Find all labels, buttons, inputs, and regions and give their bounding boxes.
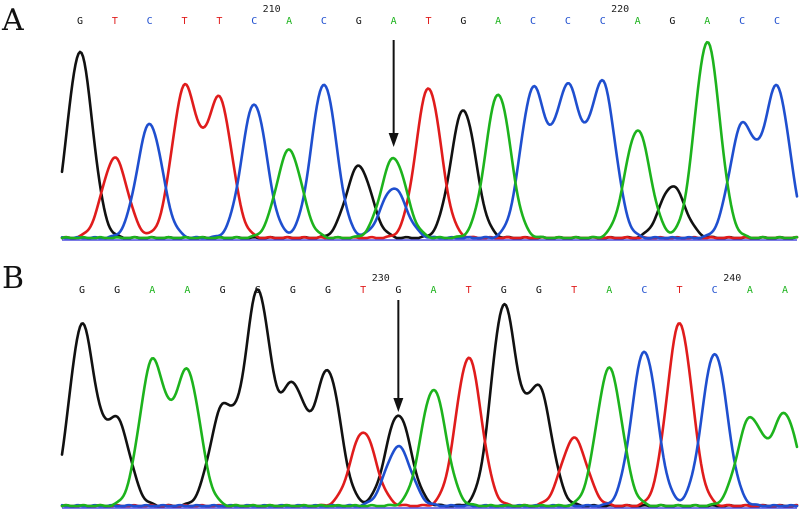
base-call: G <box>460 16 466 27</box>
base-call: T <box>677 285 683 296</box>
base-call: T <box>112 16 118 27</box>
base-call: A <box>782 285 788 296</box>
base-call: G <box>114 285 120 296</box>
base-call: C <box>641 285 647 296</box>
base-call: G <box>290 285 296 296</box>
base-call: G <box>395 285 401 296</box>
base-call: A <box>635 16 641 27</box>
base-call: A <box>495 16 501 27</box>
base-call: C <box>739 16 745 27</box>
base-call: A <box>747 285 753 296</box>
base-call: G <box>669 16 675 27</box>
position-label: 220 <box>611 4 629 15</box>
base-call: T <box>466 285 472 296</box>
base-call: G <box>325 285 331 296</box>
base-call: A <box>430 285 436 296</box>
base-call: C <box>251 16 257 27</box>
base-call: G <box>356 16 362 27</box>
base-call: C <box>774 16 780 27</box>
chromatogram-panel-a: A G T C T T C A C G A T G A C C C A G A C C 210 220 <box>1 3 799 241</box>
trace-c <box>60 350 799 508</box>
base-call: T <box>216 16 222 27</box>
panel-label: B <box>2 261 24 296</box>
trace-a <box>60 357 799 508</box>
panel-label: A <box>1 3 24 38</box>
base-call: C <box>530 16 536 27</box>
base-call: T <box>182 16 188 27</box>
base-call: G <box>79 285 85 296</box>
base-call: A <box>606 285 612 296</box>
base-call: G <box>501 285 507 296</box>
base-call: G <box>77 16 83 27</box>
base-call: C <box>600 16 606 27</box>
base-call: T <box>425 16 431 27</box>
base-call: A <box>286 16 292 27</box>
mutation-arrow <box>388 40 399 147</box>
base-call: G <box>536 285 542 296</box>
base-call: C <box>321 16 327 27</box>
mutation-arrow <box>393 300 404 412</box>
trace-t <box>60 322 799 508</box>
base-call: C <box>712 285 718 296</box>
base-call: A <box>391 16 397 27</box>
base-call: T <box>571 285 577 296</box>
base-call: A <box>184 285 190 296</box>
position-label: 230 <box>372 273 390 284</box>
base-call: G <box>220 285 226 296</box>
base-call: C <box>147 16 153 27</box>
base-call: A <box>704 16 710 27</box>
trace-a <box>60 40 799 240</box>
position-label: 210 <box>263 4 281 15</box>
position-label: 240 <box>723 273 741 284</box>
base-call: A <box>149 285 155 296</box>
base-call: T <box>360 285 366 296</box>
base-call: C <box>565 16 571 27</box>
